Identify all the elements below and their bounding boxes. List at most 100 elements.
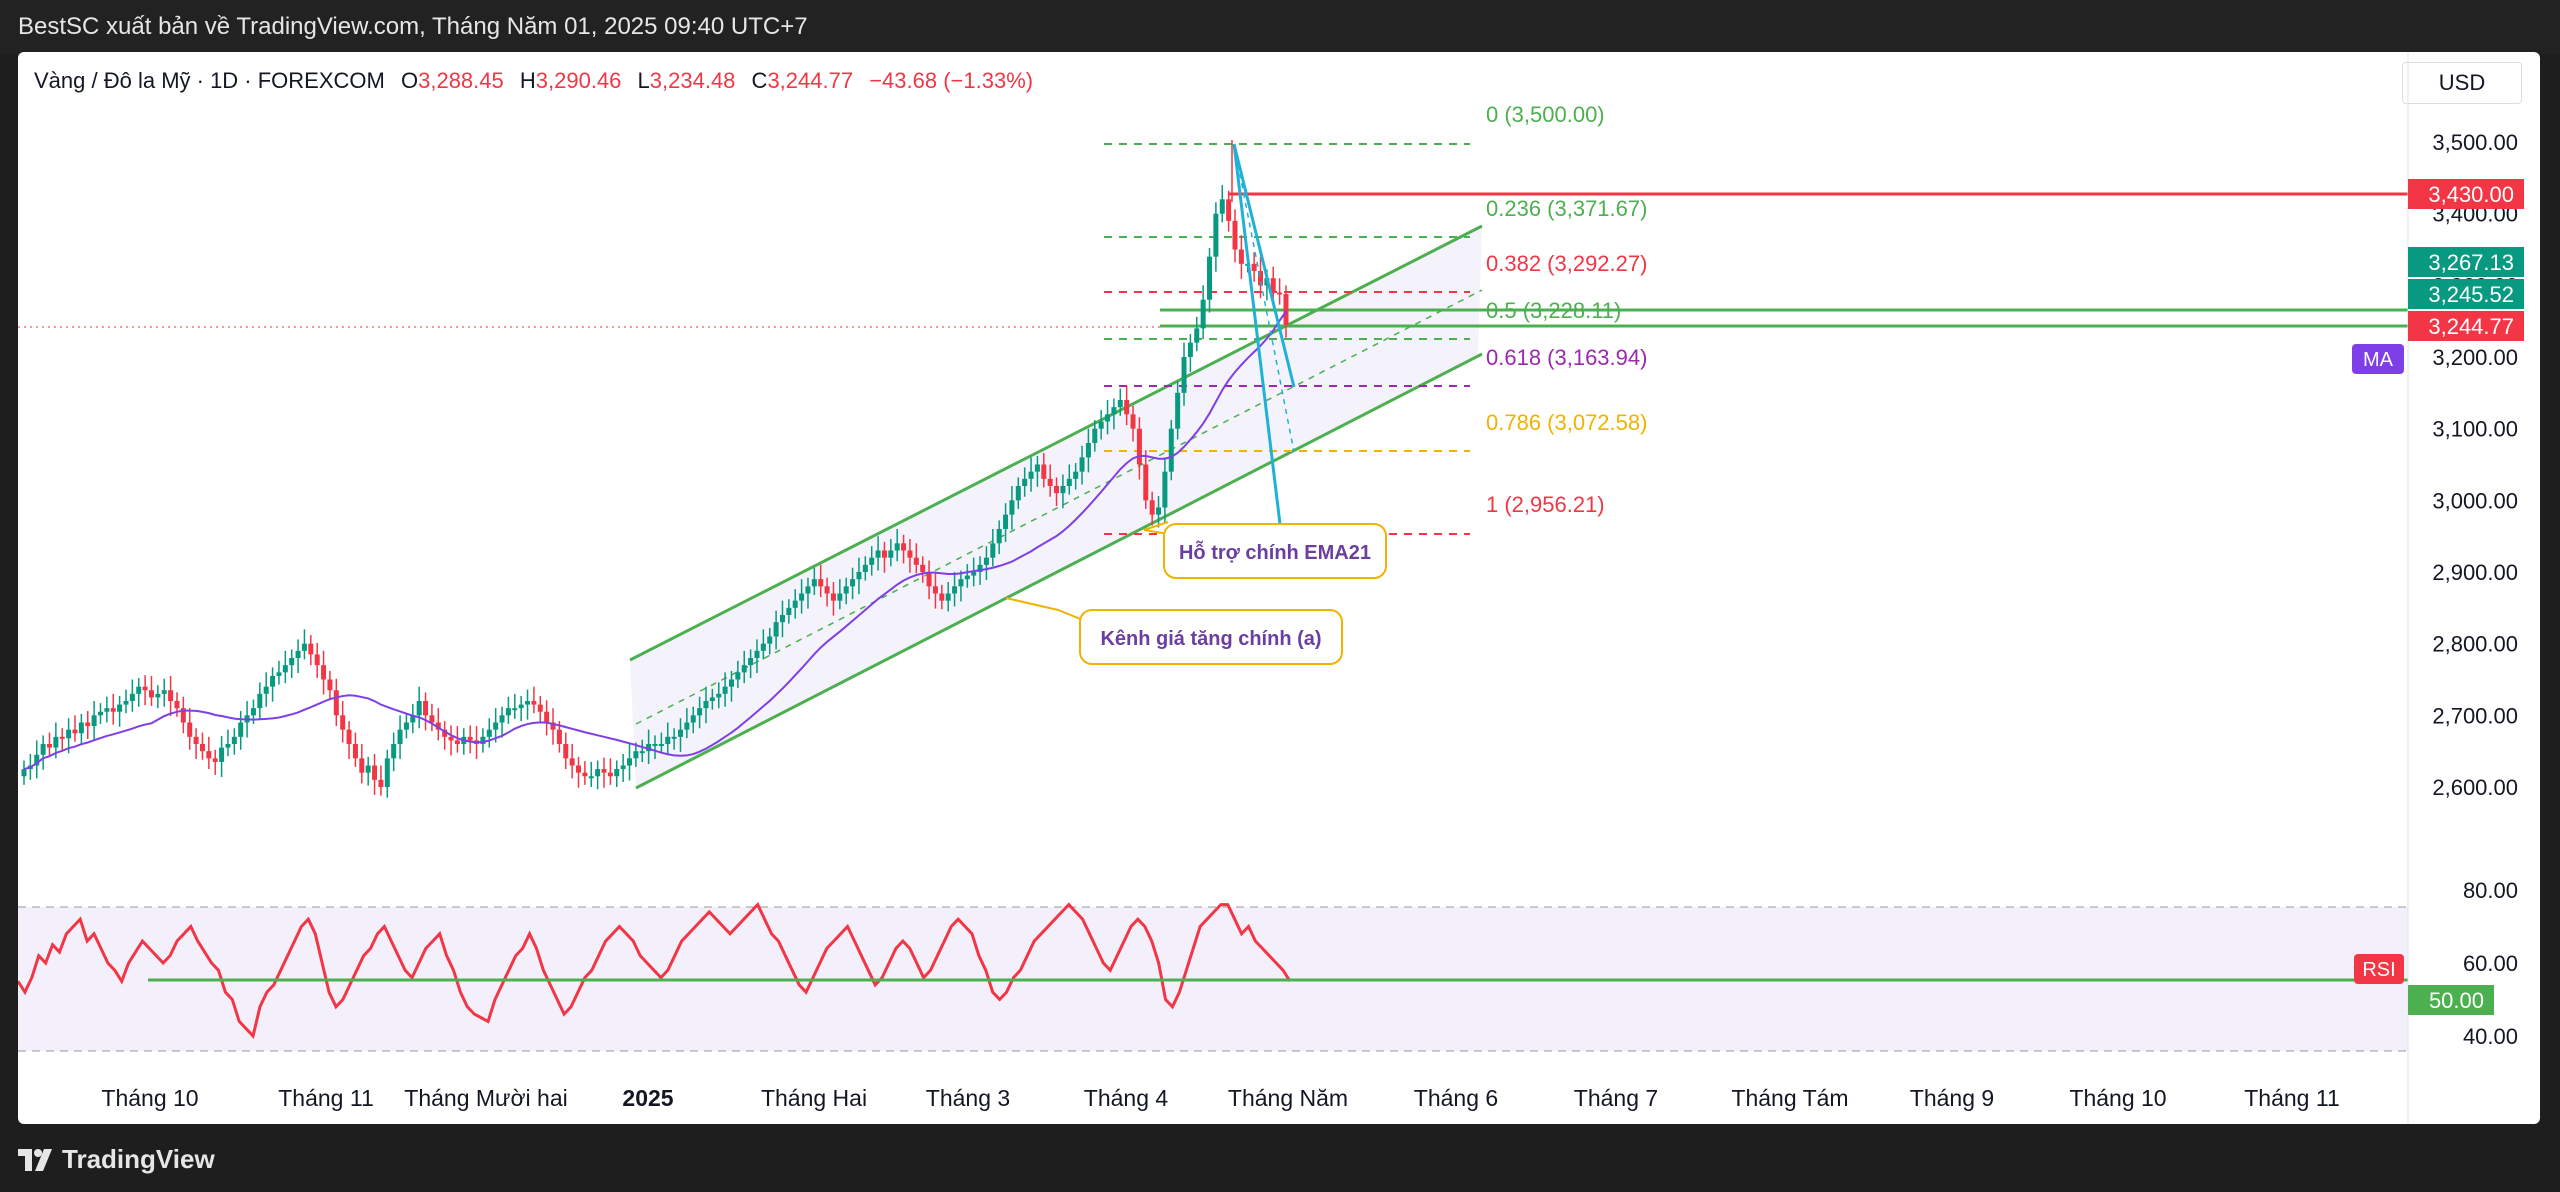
candle-body [964,575,970,580]
candle-body [429,715,435,723]
time-axis[interactable]: Tháng 10 Tháng 11 Tháng Mười hai 2025 Tháng … [101,1085,2339,1111]
legend-high-label: H [520,68,536,93]
candle-body [1041,464,1047,479]
moving-average [23,310,1287,771]
candle-body [1156,507,1162,515]
candle-body [333,690,339,716]
candle-body [257,693,263,709]
candle-body [72,729,78,734]
candle-body [773,622,779,637]
price-tick-label: 2,900.00 [2432,560,2518,585]
candle-body [1047,478,1053,486]
rsi-indicator [18,901,1292,1040]
candle-body [372,765,378,780]
candle-body [493,722,499,730]
fib-level-label: 0.618 (3,163.94) [1486,345,1647,370]
candle-body [563,744,569,759]
candle-body [365,765,371,773]
candle-body [1187,342,1193,357]
fib-level-label: 0.382 (3,292.27) [1486,251,1647,276]
candle-body [767,636,773,644]
candle-body [958,579,964,587]
candle-body [665,736,671,744]
time-tick-label: Tháng 6 [1414,1085,1498,1111]
candle-body [512,708,518,711]
candle-body [741,665,747,673]
candle-body [805,586,811,594]
price-label-text: 3,245.52 [2428,282,2514,307]
candle-body [735,672,741,680]
candle-body [671,736,677,739]
chart-panel[interactable]: 0 (3,500.00) 0.236 (3,371.67) 0.382 (3,292… [18,52,2540,1124]
candle-body [1060,486,1066,494]
fib-level-label: 1 (2,956.21) [1486,492,1605,517]
candle-body [531,701,537,705]
candle-body [881,550,887,558]
candle-body [180,708,186,723]
time-tick-label: Tháng 11 [2244,1085,2339,1111]
candle-body [1003,514,1009,529]
ma-badge[interactable] [2352,344,2404,374]
tradingview-logo[interactable]: TradingView [18,1144,215,1175]
candle-body [799,593,805,601]
candle-body [1111,407,1117,415]
candle-body [129,693,135,701]
candle-body [410,715,416,723]
candle-body [148,690,154,698]
callout-ema21-text: Hỗ trợ chính EMA21 [1179,540,1371,564]
candle-body [939,593,945,601]
candle-body [40,744,46,755]
fib-level-label: 0.236 (3,371.67) [1486,196,1647,221]
rsi-tick-label: 80.00 [2463,878,2518,903]
candle-body [46,744,52,748]
callout-channel[interactable] [1079,609,1343,665]
channel-upper-line [629,224,1483,662]
candle-body [525,701,531,705]
fibonacci-retracement[interactable]: 0 (3,500.00) 0.236 (3,371.67) 0.382 (3,292… [1104,102,1647,535]
candle-body [926,572,932,587]
candle-body [1162,471,1168,508]
candle-body [499,715,505,723]
candle-body [601,769,607,773]
footer-brand: TradingView [62,1144,215,1174]
candle-body [595,769,601,777]
price-chart[interactable]: 0 (3,500.00) 0.236 (3,371.67) 0.382 (3,292… [18,52,2540,1124]
candle-body [391,744,397,759]
projection-line-a [1232,143,1296,388]
candle-body [843,586,849,594]
candle-body [321,665,327,680]
candle-body [1015,486,1021,501]
candle-body [1105,414,1111,422]
candle-body [238,722,244,737]
candle-body [1022,478,1028,486]
candle-body [1277,292,1283,295]
candle-body [397,729,403,744]
candle-body [837,593,843,601]
candle-body [990,543,996,558]
candle-body [448,736,454,741]
candle-body [352,744,358,759]
candle-body [639,751,645,754]
candle-body [78,722,84,734]
candle-body [952,586,958,594]
candle-body [1117,400,1123,408]
rsi-badge[interactable] [2354,954,2404,984]
legend-low: 3,234.48 [650,68,736,93]
price-label-box [2408,247,2524,277]
publisher-line: BestSC xuất bản về TradingView.com, Thán… [18,13,808,40]
currency-selector[interactable]: USD [2402,62,2522,104]
candle-body [983,557,989,565]
candle-body [59,736,65,739]
price-tick-label: 2,800.00 [2432,632,2518,657]
candle-body [550,722,556,730]
candle-body [1092,428,1098,443]
candle-body [901,543,907,551]
candle-body [1054,486,1060,494]
callout-ema21[interactable] [1163,523,1387,579]
candle-body [627,758,633,766]
candle-body [894,543,900,551]
candle-body [1136,428,1142,465]
candle-body [646,744,652,752]
time-tick-label: Tháng Năm [1228,1085,1348,1111]
callout-ema21-pointer [1143,521,1169,535]
